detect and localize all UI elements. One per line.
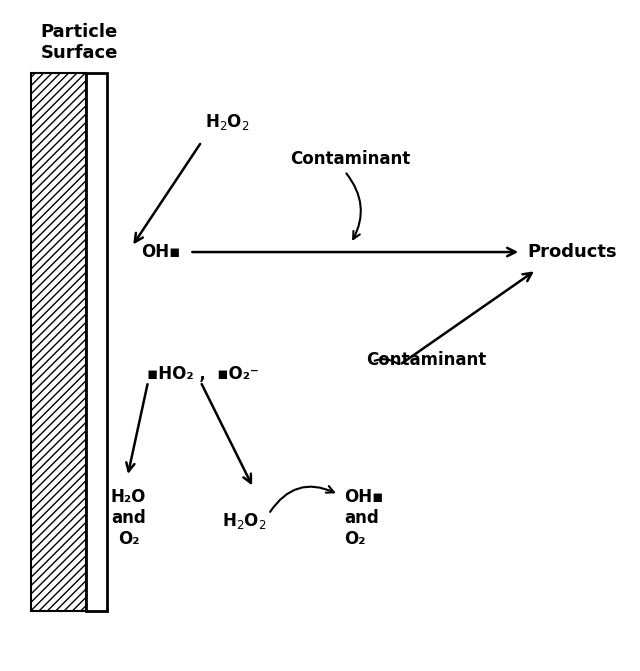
Text: Products: Products (527, 243, 617, 261)
Text: Contaminant: Contaminant (366, 352, 486, 370)
Text: H₂O
and
O₂: H₂O and O₂ (111, 488, 147, 548)
Text: H$_2$O$_2$: H$_2$O$_2$ (205, 112, 249, 132)
Text: OH▪: OH▪ (141, 243, 180, 261)
FancyArrowPatch shape (346, 173, 361, 239)
Bar (86, 72, 108, 611)
Text: H$_2$O$_2$: H$_2$O$_2$ (222, 511, 266, 531)
Text: ▪HO₂ ,  ▪O₂⁻: ▪HO₂ , ▪O₂⁻ (147, 364, 259, 382)
Text: Particle
Surface: Particle Surface (40, 23, 118, 62)
Bar (31, 72, 86, 611)
FancyArrowPatch shape (270, 486, 334, 512)
Text: Contaminant: Contaminant (290, 150, 410, 168)
Text: OH▪
and
O₂: OH▪ and O₂ (344, 488, 384, 548)
FancyArrowPatch shape (374, 359, 397, 364)
